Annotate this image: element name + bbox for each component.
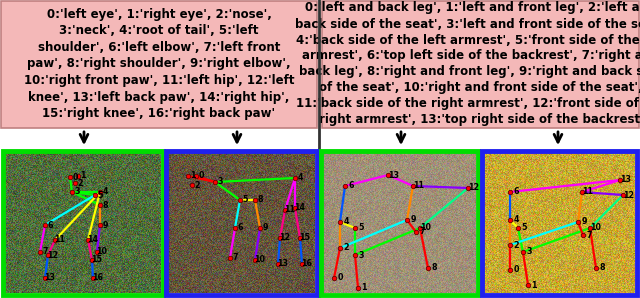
Text: 9: 9: [102, 221, 108, 229]
Text: 1: 1: [190, 172, 196, 181]
Bar: [322, 1, 639, 128]
Text: 13: 13: [621, 176, 632, 184]
Text: 11: 11: [582, 187, 593, 196]
Text: 0:'left and back leg', 1:'left and front leg', 2:'left and
back side of the seat: 0:'left and back leg', 1:'left and front…: [294, 1, 640, 126]
Bar: [166, 151, 317, 295]
Text: 5: 5: [521, 224, 527, 232]
Text: 10: 10: [255, 255, 266, 265]
Text: 11: 11: [54, 235, 65, 244]
Text: 0: 0: [513, 266, 519, 274]
Text: 14: 14: [88, 235, 99, 244]
Bar: [3, 151, 163, 295]
Text: 1: 1: [80, 172, 86, 181]
Text: 7: 7: [419, 227, 425, 237]
Text: 3: 3: [74, 187, 80, 196]
Text: 6: 6: [237, 224, 243, 232]
Text: 6: 6: [513, 187, 519, 196]
Text: 12: 12: [280, 234, 291, 243]
Bar: [321, 151, 478, 295]
Text: 12: 12: [468, 184, 479, 193]
Text: 1: 1: [361, 283, 367, 293]
Text: 5: 5: [243, 195, 248, 204]
Text: 10: 10: [97, 248, 108, 257]
Text: 12: 12: [623, 190, 635, 199]
Text: 7: 7: [42, 248, 48, 257]
Text: 5: 5: [97, 190, 103, 199]
Text: 6: 6: [47, 221, 52, 229]
Text: 7: 7: [232, 254, 237, 263]
Text: 3: 3: [526, 248, 532, 257]
Text: 14: 14: [294, 204, 305, 212]
Text: 2: 2: [77, 179, 83, 187]
Bar: [1, 1, 317, 128]
Text: 8: 8: [257, 195, 263, 204]
Text: 16: 16: [301, 260, 312, 268]
Text: 2: 2: [513, 240, 519, 249]
Text: 15: 15: [92, 255, 102, 265]
Text: 6: 6: [348, 181, 354, 190]
Text: 13: 13: [388, 170, 399, 179]
Text: 7: 7: [586, 230, 592, 240]
Text: 2: 2: [343, 243, 349, 252]
Text: 8: 8: [102, 201, 108, 209]
Text: 4: 4: [297, 173, 303, 182]
Text: 0: 0: [198, 172, 204, 181]
Text: 9: 9: [581, 218, 587, 226]
Text: 3: 3: [217, 178, 223, 187]
Text: 0:'left eye', 1:'right eye', 2:'nose',
3:'neck', 4:'root of tail', 5:'left
shoul: 0:'left eye', 1:'right eye', 2:'nose', 3…: [24, 8, 294, 120]
Text: 10: 10: [591, 224, 602, 232]
Bar: [482, 151, 637, 295]
Text: 9: 9: [410, 215, 416, 224]
Text: 0: 0: [72, 173, 77, 181]
Text: 13: 13: [278, 260, 289, 268]
Text: 5: 5: [358, 224, 364, 232]
Text: 4: 4: [343, 218, 349, 226]
Text: 9: 9: [262, 224, 268, 232]
Text: 4: 4: [513, 215, 519, 224]
Text: 12: 12: [47, 251, 59, 260]
Text: 10: 10: [420, 224, 431, 232]
Text: 1: 1: [531, 280, 537, 289]
Text: 11: 11: [413, 181, 424, 190]
Text: 11: 11: [285, 206, 296, 215]
Text: 13: 13: [45, 274, 56, 283]
Text: 16: 16: [93, 274, 104, 283]
Text: 8: 8: [599, 263, 605, 272]
Text: 4: 4: [102, 187, 108, 196]
Text: 2: 2: [194, 181, 200, 190]
Text: 8: 8: [431, 263, 437, 272]
Text: 3: 3: [358, 251, 364, 260]
Text: 15: 15: [300, 234, 310, 243]
Text: 0: 0: [337, 274, 343, 283]
